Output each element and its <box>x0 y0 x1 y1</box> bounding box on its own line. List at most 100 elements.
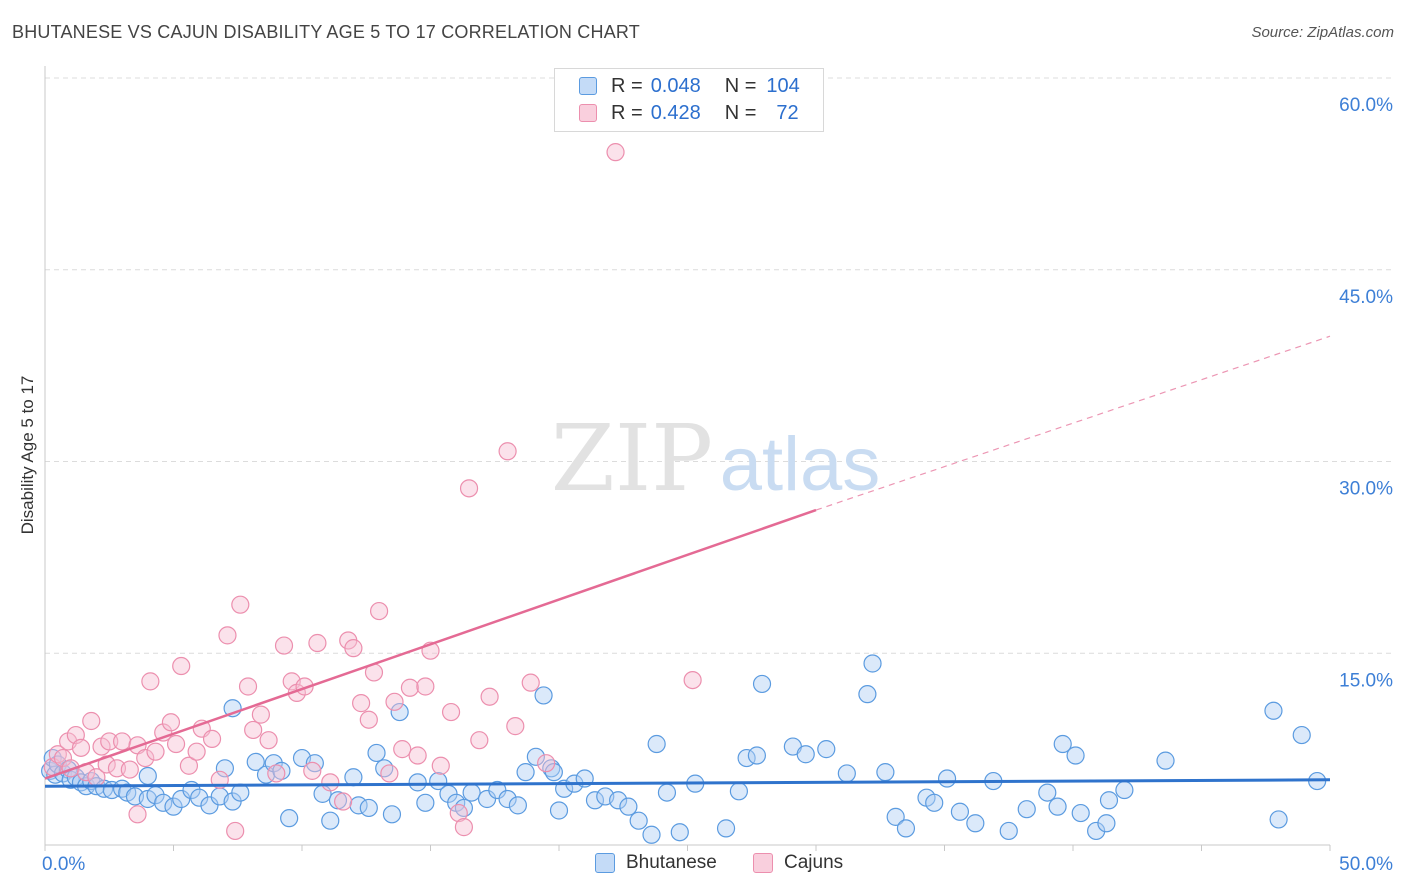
point-bhutanese <box>876 763 895 782</box>
y-tick-label: 30.0% <box>1339 479 1393 500</box>
point-bhutanese <box>858 685 877 704</box>
point-cajuns <box>267 764 286 783</box>
point-cajuns <box>226 821 245 841</box>
point-cajuns <box>218 626 237 645</box>
legend-label-cajuns: Cajuns <box>784 852 844 873</box>
point-bhutanese <box>367 743 386 763</box>
point-bhutanese <box>1038 783 1057 802</box>
point-bhutanese <box>280 809 299 828</box>
point-cajuns <box>259 731 278 750</box>
point-cajuns <box>352 694 371 713</box>
point-cajuns <box>480 687 499 706</box>
point-cajuns <box>380 764 399 783</box>
point-cajuns <box>454 818 474 837</box>
point-cajuns <box>393 740 412 759</box>
point-bhutanese <box>796 745 815 764</box>
point-cajuns <box>416 677 435 696</box>
point-bhutanese <box>549 801 569 820</box>
point-bhutanese <box>1097 814 1116 833</box>
point-bhutanese <box>1048 797 1067 816</box>
point-bhutanese <box>508 796 527 815</box>
point-cajuns <box>238 677 258 696</box>
y-tick-label: 15.0% <box>1339 670 1393 691</box>
point-cajuns <box>400 678 420 697</box>
point-bhutanese <box>534 686 553 705</box>
grid-lines <box>45 77 1395 654</box>
legend-r-value: 0.048 <box>650 74 701 97</box>
point-bhutanese <box>272 761 291 780</box>
point-bhutanese <box>950 802 970 821</box>
point-bhutanese <box>999 821 1018 841</box>
legend-n-value: 104 <box>766 74 800 97</box>
legend-swatch-bhutanese <box>595 853 615 873</box>
point-bhutanese <box>390 702 409 722</box>
point-bhutanese <box>498 789 517 809</box>
point-bhutanese <box>477 789 497 809</box>
point-cajuns <box>385 692 404 711</box>
point-bhutanese <box>752 674 772 694</box>
tick-labels: 15.0% 30.0% 45.0% 60.0% 0.0% 50.0% <box>42 95 1393 875</box>
point-bhutanese <box>1053 734 1072 754</box>
point-bhutanese <box>966 814 985 833</box>
axes <box>44 66 1331 851</box>
legend-row-cajuns: R = 0.428 N = 72 <box>579 100 799 126</box>
legend-item-cajuns[interactable]: Cajuns <box>753 852 843 874</box>
point-bhutanese <box>246 752 265 772</box>
point-cajuns <box>303 761 322 780</box>
point-cajuns <box>408 746 427 765</box>
legend-label-bhutanese: Bhutanese <box>626 852 717 873</box>
point-cajuns <box>202 729 222 748</box>
point-cajuns <box>53 748 73 768</box>
point-bhutanese <box>382 805 402 824</box>
point-bhutanese <box>629 811 648 830</box>
point-cajuns <box>141 672 160 691</box>
point-bhutanese <box>896 819 916 838</box>
point-bhutanese <box>729 782 749 801</box>
point-bhutanese <box>172 789 191 809</box>
source-label: Source: ZipAtlas.com <box>1251 24 1394 41</box>
point-cajuns <box>459 479 479 498</box>
point-cajuns <box>537 754 556 773</box>
point-bhutanese <box>1066 746 1085 765</box>
point-bhutanese <box>408 773 427 792</box>
point-cajuns <box>172 656 191 676</box>
point-bhutanese <box>642 825 661 844</box>
point-bhutanese <box>1017 800 1036 819</box>
point-bhutanese <box>747 746 766 765</box>
point-bhutanese <box>1099 791 1119 810</box>
trend-line-cajuns <box>44 508 817 780</box>
legend-r-label: R = <box>611 101 643 124</box>
point-cajuns <box>244 720 263 740</box>
point-cajuns <box>498 442 517 461</box>
point-cajuns <box>308 633 327 653</box>
point-bhutanese <box>164 797 183 816</box>
point-cajuns <box>136 748 155 768</box>
point-cajuns <box>161 713 181 732</box>
point-bhutanese <box>375 759 394 778</box>
point-bhutanese <box>1156 751 1175 770</box>
point-cajuns <box>251 705 270 724</box>
legend-swatch-cajuns <box>579 104 597 122</box>
point-bhutanese <box>526 747 545 766</box>
point-cajuns <box>431 756 450 775</box>
point-cajuns <box>100 732 119 751</box>
watermark-zip: ZIP <box>551 405 713 512</box>
point-cajuns <box>187 742 206 761</box>
legend-n-label: N = <box>724 101 757 124</box>
legend-swatch-bhutanese <box>579 77 597 95</box>
point-bhutanese <box>886 807 905 826</box>
point-bhutanese <box>585 791 605 810</box>
point-cajuns <box>166 734 186 754</box>
point-cajuns <box>370 601 389 621</box>
point-cajuns <box>334 792 353 811</box>
point-bhutanese <box>1264 701 1283 720</box>
y-tick-label: 60.0% <box>1339 95 1393 116</box>
point-cajuns <box>128 805 147 824</box>
legend-item-bhutanese[interactable]: Bhutanese <box>595 852 717 874</box>
point-cajuns <box>683 670 702 690</box>
series-cajuns <box>43 143 702 841</box>
point-cajuns <box>606 143 625 162</box>
point-bhutanese <box>657 783 677 802</box>
point-cajuns <box>359 710 378 729</box>
point-bhutanese <box>1071 803 1090 823</box>
